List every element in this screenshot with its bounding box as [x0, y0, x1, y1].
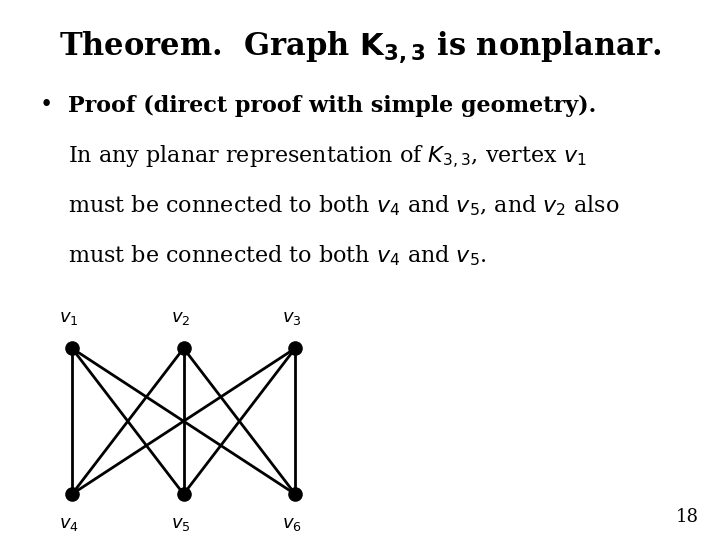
Text: In any planar representation of $K_{3,3}$, vertex $v_1$: In any planar representation of $K_{3,3}… — [68, 144, 587, 171]
Text: $v_{6}$: $v_{6}$ — [282, 515, 302, 532]
Point — [289, 490, 301, 498]
Point — [178, 490, 189, 498]
Text: must be connected to both $v_4$ and $v_5$, and $v_2$ also: must be connected to both $v_4$ and $v_5… — [68, 194, 620, 219]
Text: 18: 18 — [675, 509, 698, 526]
Text: •: • — [40, 94, 53, 117]
Point — [289, 344, 301, 353]
Text: Proof (direct proof with simple geometry).: Proof (direct proof with simple geometry… — [68, 94, 597, 117]
Text: $v_{3}$: $v_{3}$ — [282, 309, 302, 327]
Text: $v_{1}$: $v_{1}$ — [59, 309, 78, 327]
Text: $v_{2}$: $v_{2}$ — [171, 309, 190, 327]
Point — [178, 344, 189, 353]
Point — [66, 490, 78, 498]
Text: $v_{5}$: $v_{5}$ — [171, 515, 190, 532]
Text: $v_{4}$: $v_{4}$ — [59, 515, 79, 532]
Point — [66, 344, 78, 353]
Text: must be connected to both $v_4$ and $v_5$.: must be connected to both $v_4$ and $v_5… — [68, 244, 487, 268]
Text: Theorem.  Graph $\mathbf{K_{3,3}}$ is nonplanar.: Theorem. Graph $\mathbf{K_{3,3}}$ is non… — [59, 30, 661, 66]
